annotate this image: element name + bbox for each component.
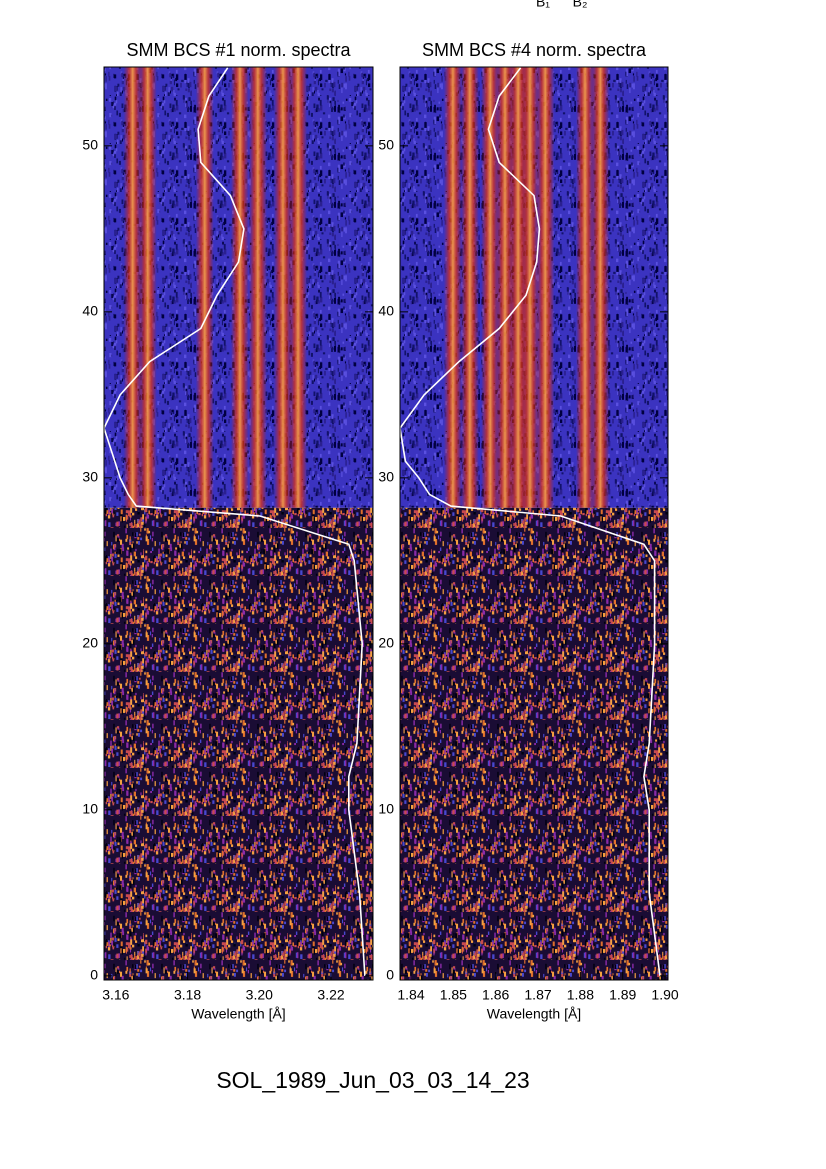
- emission-line: [123, 67, 142, 508]
- y-tick-label: 0: [386, 967, 394, 983]
- y-tick-label: 10: [378, 801, 394, 817]
- y-tick-label: 50: [378, 137, 394, 153]
- y-tick-label: 30: [82, 469, 98, 485]
- quiet-background: [400, 507, 668, 980]
- x-tick-label: 1.88: [567, 987, 594, 1003]
- x-tick-label: 1.86: [482, 987, 509, 1003]
- panel: [104, 67, 373, 980]
- y-tick-label: 20: [378, 635, 394, 651]
- x-tick-label: 1.85: [440, 987, 467, 1003]
- y-tick-label: 10: [82, 801, 98, 817]
- caption: SOL_1989_Jun_03_03_14_23: [216, 1067, 529, 1093]
- emission-line: [248, 67, 267, 508]
- emission-line: [536, 67, 555, 508]
- x-tick-label: 1.84: [397, 987, 424, 1003]
- emission-line: [576, 67, 595, 508]
- emission-line: [591, 67, 610, 508]
- y-tick-label: 40: [82, 303, 98, 319]
- chart-title: SMM BCS #4 norm. spectra: [422, 40, 647, 60]
- light-curve: [400, 67, 661, 977]
- emission-line: [443, 67, 462, 508]
- annotation: B₁: [536, 0, 550, 10]
- quiet-background: [104, 507, 373, 980]
- emission-line: [460, 67, 479, 508]
- x-tick-label: 3.20: [246, 987, 273, 1003]
- x-tick-label: 3.18: [174, 987, 201, 1003]
- x-tick-label: 3.16: [102, 987, 129, 1003]
- emission-line: [481, 67, 500, 508]
- plot-frame: [103, 66, 374, 981]
- y-tick-label: 50: [82, 137, 98, 153]
- emission-line: [230, 67, 249, 508]
- light-curve: [104, 67, 366, 976]
- x-tick-label: 3.22: [317, 987, 344, 1003]
- y-tick-label: 0: [90, 967, 98, 983]
- x-tick-label: 1.87: [524, 987, 551, 1003]
- x-axis-label: Wavelength [Å]: [191, 1006, 285, 1022]
- x-axis-label: Wavelength [Å]: [487, 1006, 581, 1022]
- emission-line: [273, 67, 292, 508]
- y-tick-label: 30: [378, 469, 394, 485]
- annotation: B₂: [573, 0, 588, 10]
- x-tick-label: 1.89: [609, 987, 636, 1003]
- y-tick-label: 40: [378, 303, 394, 319]
- emission-line: [289, 67, 308, 508]
- emission-line: [520, 67, 539, 508]
- emission-line: [138, 67, 157, 508]
- emission-line: [195, 67, 214, 508]
- panel: [400, 67, 668, 980]
- x-tick-label: 1.90: [651, 987, 678, 1003]
- y-tick-label: 20: [82, 635, 98, 651]
- plot-frame: [399, 66, 669, 981]
- chart-title: SMM BCS #1 norm. spectra: [126, 40, 351, 60]
